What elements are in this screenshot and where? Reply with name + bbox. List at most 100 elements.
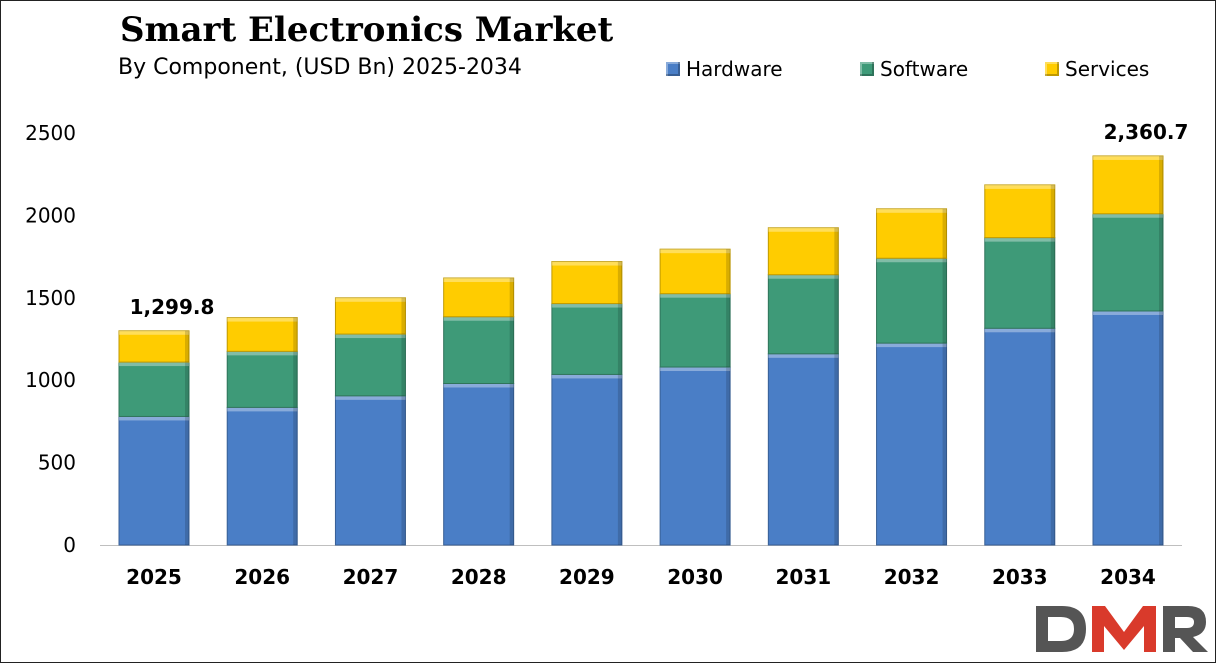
- bar-hardware-2034-bevel-side: [1159, 310, 1163, 545]
- y-tick-label: 1500: [25, 286, 76, 310]
- bar-hardware-2034-bevel-top: [1093, 310, 1163, 315]
- bar-software-2027: [334, 333, 406, 397]
- y-tick-label: 2000: [25, 203, 76, 227]
- legend-label-hardware: Hardware: [686, 57, 783, 81]
- y-tick-label: 500: [38, 451, 76, 475]
- bar-hardware-2033-bevel-top: [984, 328, 1055, 333]
- bar-software-2029-bevel-side: [617, 303, 622, 375]
- bar-hardware-2026-bevel-top: [227, 407, 298, 412]
- bar-hardware-2027: [334, 395, 406, 546]
- bar-software-2033-bevel-side: [1050, 237, 1055, 329]
- x-tick-label: 2026: [234, 565, 290, 589]
- bar-hardware-2033-bevel-side: [1050, 328, 1055, 545]
- x-tick-label: 2034: [1100, 565, 1156, 589]
- bar-hardware-2025: [118, 415, 190, 546]
- bar-software-2034-bevel-side: [1159, 213, 1163, 311]
- legend-swatch-software: [860, 62, 874, 76]
- bar-software-2032-bevel-top: [876, 258, 947, 263]
- bar-software-2030-bevel-top: [660, 293, 731, 298]
- bar-hardware-2027-bevel-top: [335, 395, 406, 400]
- bar-services-2032-bevel-side: [942, 208, 947, 259]
- legend-swatch-services: [1045, 62, 1059, 76]
- bar-software-2029: [551, 303, 623, 375]
- bar-hardware-2029: [551, 373, 623, 546]
- bar-services-2030: [659, 248, 731, 295]
- bar-services-2028-bevel-side: [509, 278, 514, 317]
- bar-software-2032: [876, 257, 948, 344]
- x-tick-label: 2025: [126, 565, 182, 589]
- bar-hardware-2032-bevel-side: [942, 343, 947, 545]
- x-tick-label: 2033: [992, 565, 1048, 589]
- bar-hardware-2029-bevel-top: [551, 374, 622, 379]
- bar-services-2025: [118, 330, 190, 363]
- legend-label-software: Software: [880, 57, 969, 81]
- bar-hardware-2027-bevel-side: [401, 395, 406, 545]
- bar-software-2034: [1092, 213, 1164, 312]
- x-tick-label: 2027: [343, 565, 399, 589]
- bar-software-2033: [984, 237, 1056, 329]
- bar-hardware-2026-bevel-side: [293, 407, 298, 545]
- bar-services-2034: [1092, 155, 1164, 215]
- bar-hardware-2026: [226, 406, 298, 546]
- bar-hardware-2031: [767, 353, 839, 546]
- data-label: 1,299.8: [130, 295, 215, 319]
- legend-label-services: Services: [1065, 57, 1150, 81]
- bar-hardware-2030-bevel-top: [660, 367, 731, 372]
- bar-services-2032-bevel-top: [876, 208, 947, 213]
- bar-software-2026: [226, 350, 298, 408]
- bar-hardware-2028-bevel-side: [509, 383, 514, 545]
- bar-software-2025-bevel-side: [185, 362, 189, 417]
- bar-services-2026-bevel-top: [227, 317, 298, 322]
- bar-software-2027-bevel-top: [335, 334, 406, 339]
- bar-hardware-2028-bevel-top: [443, 383, 514, 388]
- bar-services-2028-bevel-top: [443, 278, 514, 283]
- bar-software-2030: [659, 293, 731, 368]
- bar-services-2032: [876, 208, 948, 259]
- bar-services-2033-bevel-top: [984, 184, 1055, 189]
- bar-services-2027-bevel-top: [335, 297, 406, 302]
- bar-services-2025-bevel-side: [185, 330, 189, 363]
- bar-services-2026-bevel-side: [293, 317, 298, 352]
- bar-services-2031-bevel-side: [834, 227, 839, 275]
- x-tick-label: 2032: [884, 565, 940, 589]
- bar-software-2031-bevel-top: [768, 274, 839, 279]
- x-tick-label: 2030: [667, 565, 723, 589]
- legend-item-hardware: Hardware: [666, 57, 783, 81]
- bar-services-2034-bevel-top: [1093, 155, 1163, 160]
- bar-software-2028: [443, 316, 515, 384]
- bar-software-2034-bevel-top: [1093, 213, 1163, 218]
- y-tick-label: 2500: [25, 121, 76, 145]
- data-label: 2,360.7: [1104, 120, 1189, 144]
- bar-hardware-2033: [984, 327, 1056, 546]
- bar-hardware-2030: [659, 366, 731, 546]
- bar-software-2026-bevel-side: [293, 351, 298, 408]
- bar-services-2034-bevel-side: [1159, 155, 1163, 214]
- bar-software-2025-bevel-top: [119, 362, 189, 367]
- chart-title: Smart Electronics Market: [120, 10, 614, 50]
- bar-hardware-2034: [1092, 310, 1164, 546]
- bar-services-2033-bevel-side: [1050, 184, 1055, 238]
- bar-services-2033: [984, 184, 1056, 239]
- bar-services-2031: [767, 227, 839, 276]
- bar-hardware-2032: [876, 342, 948, 546]
- bar-hardware-2031-bevel-side: [834, 353, 839, 545]
- bar-hardware-2029-bevel-side: [617, 374, 622, 545]
- bar-hardware-2025-bevel-top: [119, 416, 189, 421]
- bar-services-2027-bevel-side: [401, 297, 406, 335]
- bar-software-2030-bevel-side: [726, 293, 731, 368]
- y-tick-label: 0: [63, 533, 76, 557]
- bar-software-2026-bevel-top: [227, 351, 298, 356]
- bar-software-2031-bevel-side: [834, 274, 839, 354]
- bar-services-2031-bevel-top: [768, 227, 839, 232]
- y-tick-label: 1000: [25, 368, 76, 392]
- bar-hardware-2031-bevel-top: [768, 353, 839, 358]
- bar-services-2028: [443, 277, 515, 318]
- x-tick-label: 2031: [775, 565, 831, 589]
- chart-subtitle: By Component, (USD Bn) 2025-2034: [118, 55, 522, 80]
- bar-services-2025-bevel-top: [119, 330, 189, 335]
- bar-software-2032-bevel-side: [942, 258, 947, 344]
- bar-services-2029: [551, 261, 623, 305]
- bar-software-2027-bevel-side: [401, 334, 406, 396]
- bar-services-2026: [226, 317, 298, 352]
